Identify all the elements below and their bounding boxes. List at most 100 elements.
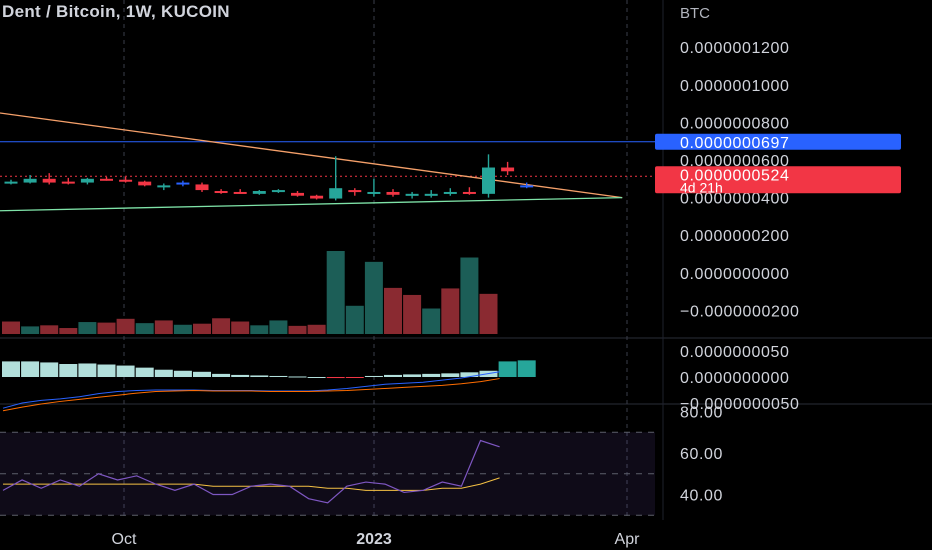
candle xyxy=(195,182,209,192)
macd-layer xyxy=(2,360,536,412)
macd-histogram-bar xyxy=(441,373,460,377)
price-axis-tick: 0.0000000000 xyxy=(680,266,790,283)
candle-body xyxy=(195,184,209,191)
macd-histogram-bar xyxy=(460,372,479,377)
macd-histogram-bar xyxy=(40,362,59,377)
macd-histogram-bar xyxy=(21,361,40,377)
macd-axis-tick: −0.0000000050 xyxy=(680,396,799,413)
candle xyxy=(348,188,362,196)
volume-bar xyxy=(288,325,307,334)
macd-histogram-bar xyxy=(135,367,154,377)
volume-bar xyxy=(479,293,498,334)
rsi-layer xyxy=(0,431,655,516)
candle-body xyxy=(271,190,285,193)
candle-body xyxy=(501,167,515,172)
macd-histogram-bar xyxy=(345,377,364,378)
candles-layer xyxy=(4,154,534,201)
candle-body xyxy=(42,178,56,183)
candle xyxy=(386,189,400,197)
volume-bar xyxy=(307,324,326,334)
volume-bar xyxy=(193,323,211,334)
candle-body xyxy=(424,193,438,196)
candle-body xyxy=(80,178,94,183)
horizontal-line-price-badge xyxy=(655,133,901,150)
volume-bar xyxy=(403,294,422,334)
macd-histogram-bar xyxy=(517,360,536,377)
volume-bar xyxy=(78,322,97,334)
candle xyxy=(138,180,152,187)
candle xyxy=(100,176,113,181)
volume-bar xyxy=(173,324,192,334)
candle-body xyxy=(443,191,457,194)
candle-body xyxy=(23,178,37,183)
time-axis-label: 2023 xyxy=(356,531,392,548)
price-axis-tick: 0.0000000600 xyxy=(680,153,790,170)
candle xyxy=(405,191,419,199)
price-axis-unit: BTC xyxy=(680,5,710,22)
last-price-badge xyxy=(655,166,901,194)
macd-histogram-bar xyxy=(326,377,345,379)
volume-bar xyxy=(116,318,135,334)
candle-body xyxy=(520,185,534,188)
price-axis-tick: −0.0000000200 xyxy=(680,303,799,320)
volume-bar xyxy=(345,305,364,334)
candle-body xyxy=(348,190,362,193)
macd-histogram-bar xyxy=(403,374,422,377)
candle xyxy=(443,188,457,196)
candle-body xyxy=(100,178,113,181)
rsi-axis-tick: 60.00 xyxy=(680,446,723,463)
candle-body xyxy=(462,191,476,194)
volume-bar xyxy=(2,321,20,334)
candle-body xyxy=(176,182,190,185)
volume-layer xyxy=(2,251,498,334)
last-price-label: 0.0000000524 xyxy=(680,167,790,184)
candle xyxy=(329,156,343,201)
price-axis-tick: 0.0000000200 xyxy=(680,228,790,245)
signal-line xyxy=(2,378,500,412)
price-axis-tick: 0.0000001000 xyxy=(680,78,790,95)
volume-bar xyxy=(441,288,460,334)
candle-body xyxy=(4,181,18,184)
countdown-label: 4d 21h xyxy=(680,179,723,195)
candle-body xyxy=(386,191,400,195)
chart-title: Dent / Bitcoin, 1W, KUCOIN xyxy=(2,2,230,21)
macd-histogram-bar xyxy=(59,364,78,377)
candle-body xyxy=(310,195,324,199)
candle xyxy=(214,189,228,194)
volume-bar xyxy=(250,325,269,334)
time-axis-layer: Oct 2023 Apr xyxy=(112,531,641,548)
rsi-axis-tick: 80.00 xyxy=(680,405,723,422)
price-axis-layer: BTC 0.0000001200 0.0000001000 0.0000000800 0… xyxy=(680,5,799,505)
macd-axis-tick: 0.0000000050 xyxy=(680,344,790,361)
candle xyxy=(42,173,56,185)
volume-bar xyxy=(135,323,154,334)
volume-bar xyxy=(460,257,479,334)
trendline-layer xyxy=(0,112,661,212)
volume-bar xyxy=(384,287,402,334)
horizontal-line-price-label: 0.0000000697 xyxy=(680,135,790,152)
volume-bar xyxy=(97,322,116,334)
candle-body xyxy=(367,191,381,194)
macd-histogram-bar xyxy=(97,364,116,377)
candle xyxy=(176,180,190,187)
candle-body xyxy=(482,167,495,194)
macd-histogram-bar xyxy=(422,373,441,377)
candle xyxy=(119,176,133,183)
volume-bar xyxy=(364,261,383,334)
candle xyxy=(23,175,37,184)
candle-body xyxy=(405,193,419,196)
macd-histogram-bar xyxy=(231,374,250,377)
macd-histogram-bar xyxy=(307,377,326,378)
candle xyxy=(233,189,247,194)
candle-body xyxy=(291,192,304,196)
macd-histogram-bar xyxy=(288,376,307,378)
time-axis-label: Oct xyxy=(112,531,137,548)
volume-bar xyxy=(21,326,40,334)
support-trendline xyxy=(0,196,623,212)
candle-body xyxy=(329,188,343,199)
price-axis-tick: 0.0000000800 xyxy=(680,115,790,132)
candle xyxy=(462,187,476,195)
candle xyxy=(520,182,534,189)
